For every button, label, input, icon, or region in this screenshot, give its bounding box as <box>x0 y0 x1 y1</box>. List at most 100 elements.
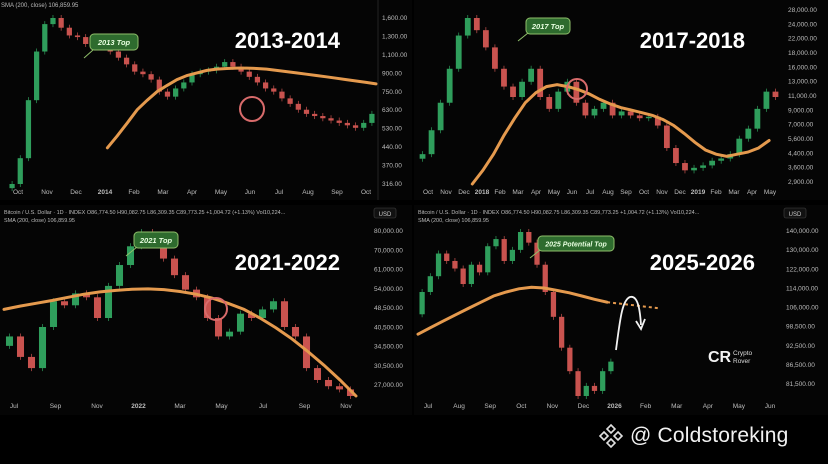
candle-body <box>104 285 113 319</box>
candle-body <box>320 116 326 119</box>
candle-body <box>346 389 355 396</box>
candle-body <box>546 97 553 109</box>
candle-body <box>519 81 525 98</box>
candle-body <box>324 379 333 387</box>
y-tick-label: 40,500.00 <box>374 324 403 331</box>
top-circle-marker <box>204 297 228 321</box>
candle-body <box>140 71 146 75</box>
symbol-header: Bitcoin / U.S. Dollar · 1D · INDEX O86,7… <box>4 210 286 216</box>
y-tick-label: 122,000.00 <box>786 266 819 273</box>
x-tick-label: Aug <box>302 189 314 196</box>
candle-body <box>763 91 770 109</box>
callout-label: 2025 Potential Top <box>544 242 607 249</box>
candle-body <box>636 115 643 119</box>
candle-body <box>181 275 190 290</box>
y-tick-label: 7,000.00 <box>788 122 814 129</box>
candle-body <box>627 111 634 116</box>
y-tick-label: 18,000.00 <box>788 50 817 57</box>
candle-body <box>271 88 277 92</box>
callout-2017-top: 2017 Top <box>517 17 571 42</box>
candle-body <box>74 35 81 38</box>
candle-body <box>754 108 761 129</box>
candle-body <box>600 102 607 109</box>
candle-body <box>71 293 80 306</box>
candle-body <box>25 100 32 159</box>
candle-body <box>444 253 450 261</box>
candle-body <box>58 18 64 28</box>
candle-body <box>509 249 516 261</box>
candle-body <box>148 74 154 80</box>
candle-body <box>262 82 269 89</box>
candle-body <box>510 86 516 98</box>
x-tick-label: Nov <box>91 403 103 410</box>
candle-body <box>460 268 466 285</box>
y-tick-label: 11,000.00 <box>788 93 817 100</box>
candle-body <box>181 82 187 89</box>
x-tick-label: Apr <box>703 403 714 410</box>
candle-body <box>132 64 138 72</box>
y-tick-label: 370.00 <box>382 163 402 170</box>
top-circle-marker <box>239 96 265 122</box>
candle-body <box>600 371 606 391</box>
x-tick-label: Jun <box>245 189 256 196</box>
candle-body <box>476 264 483 273</box>
candle-body <box>645 116 652 119</box>
candle-body <box>663 125 670 149</box>
candle-body <box>709 160 716 166</box>
sma-200-line <box>470 83 771 186</box>
candle-body <box>83 37 89 44</box>
x-tick-label: Nov <box>340 403 352 410</box>
candle-body <box>9 184 15 189</box>
callout-label: 2017 Top <box>531 22 565 31</box>
candle-body <box>173 88 179 97</box>
candle-body <box>700 165 706 168</box>
y-tick-label: 530.00 <box>382 126 402 133</box>
callout-label: 2021 Top <box>139 236 173 245</box>
candle-body <box>583 385 589 396</box>
candle-body <box>736 138 743 155</box>
x-tick-label: 2022 <box>131 403 146 410</box>
period-title: 2013-2014 <box>235 28 341 53</box>
panel-2025-2026: Bitcoin / U.S. Dollar · 1D · INDEX O86,7… <box>414 205 828 415</box>
candle-body <box>247 313 256 319</box>
candle-body <box>654 116 661 126</box>
candle-body <box>49 301 58 327</box>
y-tick-label: 61,000.00 <box>374 267 403 274</box>
candle-body <box>164 91 171 97</box>
currency-badge: USD <box>379 212 392 218</box>
candle-body <box>287 98 293 104</box>
sma-200-line <box>2 287 358 398</box>
callout-2025-potential-top: 2025 Potential Top <box>529 235 615 259</box>
y-tick-label: 70,000.00 <box>374 247 403 254</box>
sma-header: SMA (200, close) 106,859.95 <box>418 218 489 224</box>
candle-body <box>66 27 72 36</box>
y-tick-label: 28,000.00 <box>788 7 817 14</box>
candle-body <box>452 260 458 269</box>
candle-body <box>682 163 688 171</box>
candle-body <box>473 18 480 31</box>
y-tick-label: 106,000.00 <box>786 305 819 312</box>
candle-body <box>485 246 491 273</box>
callout-label: 2013 Top <box>97 38 131 47</box>
candle-body <box>115 51 122 58</box>
candle-body <box>573 81 580 103</box>
candle-body <box>567 347 573 372</box>
candle-body <box>772 91 779 98</box>
candle-body <box>468 264 474 285</box>
candle-body <box>303 109 310 114</box>
x-tick-label: Dec <box>674 189 686 196</box>
candle-body <box>542 264 548 292</box>
candle-body <box>528 68 535 82</box>
candle-body <box>34 51 40 101</box>
candle-body <box>428 130 435 155</box>
y-tick-label: 5,600.00 <box>788 136 814 143</box>
x-tick-label: May <box>733 403 746 410</box>
x-tick-label: Jul <box>275 189 284 196</box>
sma-200-line <box>416 285 609 336</box>
candle-body <box>361 122 367 128</box>
candle-body <box>60 301 69 306</box>
x-tick-label: Mar <box>512 189 524 196</box>
candle-body <box>335 386 344 390</box>
candle-body <box>115 265 124 286</box>
